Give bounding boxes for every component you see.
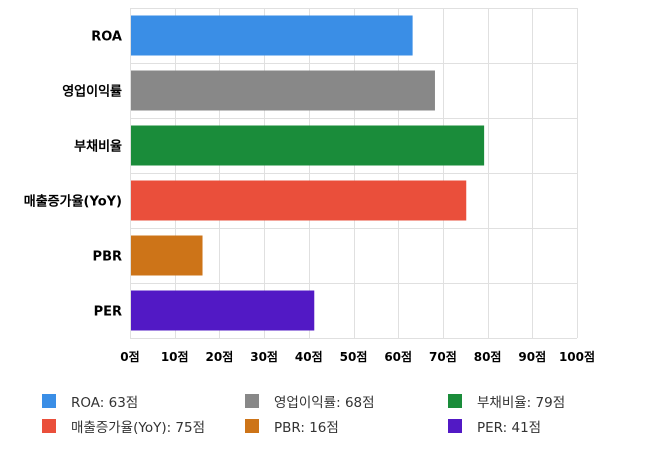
legend-label-2: 부채비율: 79점: [477, 395, 566, 411]
legend-swatch-3: [42, 419, 56, 433]
x-tick-label-2: 20점: [206, 349, 234, 364]
category-label-5: PER: [94, 305, 122, 320]
x-tick-label-7: 70점: [429, 349, 457, 364]
gridlines: [130, 8, 578, 339]
category-label-1: 영업이익률: [62, 84, 122, 100]
bar-5: [131, 290, 315, 331]
legend-label-4: PBR: 16점: [274, 420, 339, 436]
category-label-2: 부채비율: [74, 139, 122, 155]
legend-swatch-5: [448, 419, 462, 433]
x-tick-label-4: 40점: [295, 349, 323, 364]
legend-item-4[interactable]: PBR: 16점: [245, 416, 339, 436]
x-tick-labels: 0점 10점 20점 30점 40점 50점 60점 70점 80점 90점 100점: [120, 349, 595, 364]
bar-1: [131, 70, 435, 111]
x-tick-label-6: 60점: [384, 349, 412, 364]
legend-item-0[interactable]: ROA: 63점: [42, 391, 138, 411]
legend-swatch-4: [245, 419, 259, 433]
category-label-0: ROA: [91, 30, 122, 45]
legend-item-2[interactable]: 부채비율: 79점: [448, 391, 565, 411]
x-tick-label-9: 90점: [518, 349, 546, 364]
legend-swatch-2: [448, 394, 462, 408]
category-label-4: PBR: [93, 250, 122, 265]
legend-label-5: PER: 41점: [477, 420, 542, 436]
legend-swatch-1: [245, 394, 259, 408]
x-tick-label-0: 0점: [120, 349, 139, 364]
legend-item-3[interactable]: 매출증가율(YoY): 75점: [42, 416, 205, 436]
legend-label-1: 영업이익률: 68점: [274, 395, 375, 411]
x-tick-label-8: 80점: [474, 349, 502, 364]
legend-item-5[interactable]: PER: 41점: [448, 416, 541, 436]
x-tick-label-3: 30점: [250, 349, 278, 364]
bars: [131, 15, 485, 331]
legend-swatch-0: [42, 394, 56, 408]
bar-0: [131, 15, 413, 56]
x-tick-label-1: 10점: [161, 349, 189, 364]
bar-4: [131, 235, 203, 276]
category-label-3: 매출증가율(YoY): [24, 194, 122, 210]
x-tick-label-5: 50점: [340, 349, 368, 364]
legend-label-3: 매출증가율(YoY): 75점: [71, 420, 206, 436]
bar-2: [131, 125, 485, 166]
x-tick-label-10: 100점: [559, 349, 595, 364]
legend-item-1[interactable]: 영업이익률: 68점: [245, 391, 375, 411]
bar-3: [131, 180, 467, 221]
legend-label-0: ROA: 63점: [71, 395, 139, 411]
